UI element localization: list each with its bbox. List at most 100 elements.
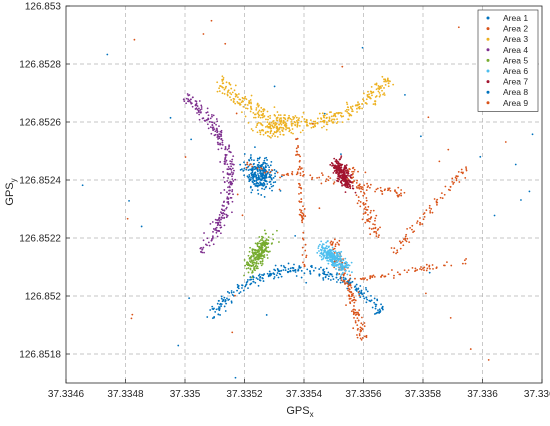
point-area-2 [361,188,364,191]
point-area-2 [406,237,409,240]
point-area-3 [304,120,307,123]
point-area-5 [251,262,254,265]
point-area-4 [211,235,214,238]
point-area-3 [381,75,384,78]
point-area-8 [320,266,322,269]
point-area-2 [430,207,433,210]
point-area-1 [257,274,260,277]
point-area-1 [268,173,271,176]
point-area-2 [372,223,374,226]
point-area-6 [343,265,346,268]
point-area-4 [211,115,213,118]
point-area-4 [198,113,201,116]
point-area-4 [205,111,208,114]
point-area-5 [255,264,257,267]
point-area-4 [230,165,233,168]
x-axis-label-subscript: x [310,410,314,419]
point-area-1 [269,180,272,183]
point-area-3 [347,109,350,111]
point-area-2 [436,201,439,204]
point-area-3 [221,78,224,81]
point-area-3 [245,107,247,110]
point-area-2 [337,243,340,245]
point-area-2 [371,275,373,278]
point-area-3 [284,114,286,117]
point-area-2 [354,277,356,280]
point-area-1 [266,272,269,275]
point-area-3 [323,116,326,119]
point-area-4 [217,135,219,137]
point-area-1 [309,270,311,272]
point-area-7 [335,171,338,174]
point-area-3 [361,107,364,110]
point-area-3 [263,115,265,118]
point-area-3 [235,94,238,97]
point-area-4 [220,212,223,215]
point-area-6 [318,250,320,252]
point-area-1 [241,168,243,171]
point-area-5 [256,257,258,260]
point-area-3 [262,129,265,132]
point-area-1 [258,161,260,164]
point-area-3 [381,85,384,87]
point-area-8 [531,133,534,136]
point-area-2 [363,207,366,210]
point-area-3 [287,116,290,119]
point-area-2 [384,275,386,278]
point-area-3 [226,94,229,97]
point-area-4 [196,112,198,114]
point-area-6 [340,260,343,263]
point-area-2 [372,274,375,277]
point-area-5 [249,264,252,267]
point-area-4 [207,117,210,120]
point-area-3 [275,119,278,121]
point-area-5 [260,253,263,256]
point-area-6 [336,255,339,258]
point-area-2 [425,209,428,212]
point-area-1 [332,278,335,280]
point-area-4 [218,219,221,222]
point-area-2 [396,271,399,274]
point-area-2 [350,286,353,289]
point-area-3 [328,120,331,122]
point-area-6 [340,266,343,269]
point-area-2 [461,262,464,265]
point-area-3 [261,124,264,127]
point-area-2 [362,277,364,280]
point-area-4 [211,121,214,124]
point-area-4 [231,167,234,170]
point-area-9 [202,33,205,35]
point-area-2 [349,274,352,277]
point-area-5 [248,263,250,266]
point-area-3 [272,133,275,135]
point-area-4 [216,141,219,144]
point-area-3 [371,91,374,94]
point-area-2 [395,252,397,255]
point-area-2 [304,243,307,246]
y-tick-label: 126.8528 [19,60,61,71]
point-area-4 [206,111,209,113]
point-area-5 [259,257,261,260]
point-area-2 [411,228,413,231]
point-area-3 [274,121,277,124]
point-area-2 [333,247,336,250]
point-area-3 [285,126,288,129]
point-area-4 [224,153,227,156]
point-area-6 [326,247,328,250]
point-area-6 [336,253,338,256]
point-area-2 [365,197,368,199]
point-area-2 [369,277,371,280]
point-area-5 [256,245,259,248]
point-area-3 [270,121,273,124]
point-area-1 [331,275,334,278]
point-area-2 [343,273,345,276]
point-area-3 [370,85,373,88]
point-area-2 [429,211,432,214]
point-area-3 [259,131,262,134]
point-area-4 [222,176,225,179]
point-area-3 [341,121,344,124]
point-area-3 [267,123,270,125]
point-area-4 [232,155,235,158]
point-area-2 [381,274,383,277]
point-area-4 [218,137,221,140]
